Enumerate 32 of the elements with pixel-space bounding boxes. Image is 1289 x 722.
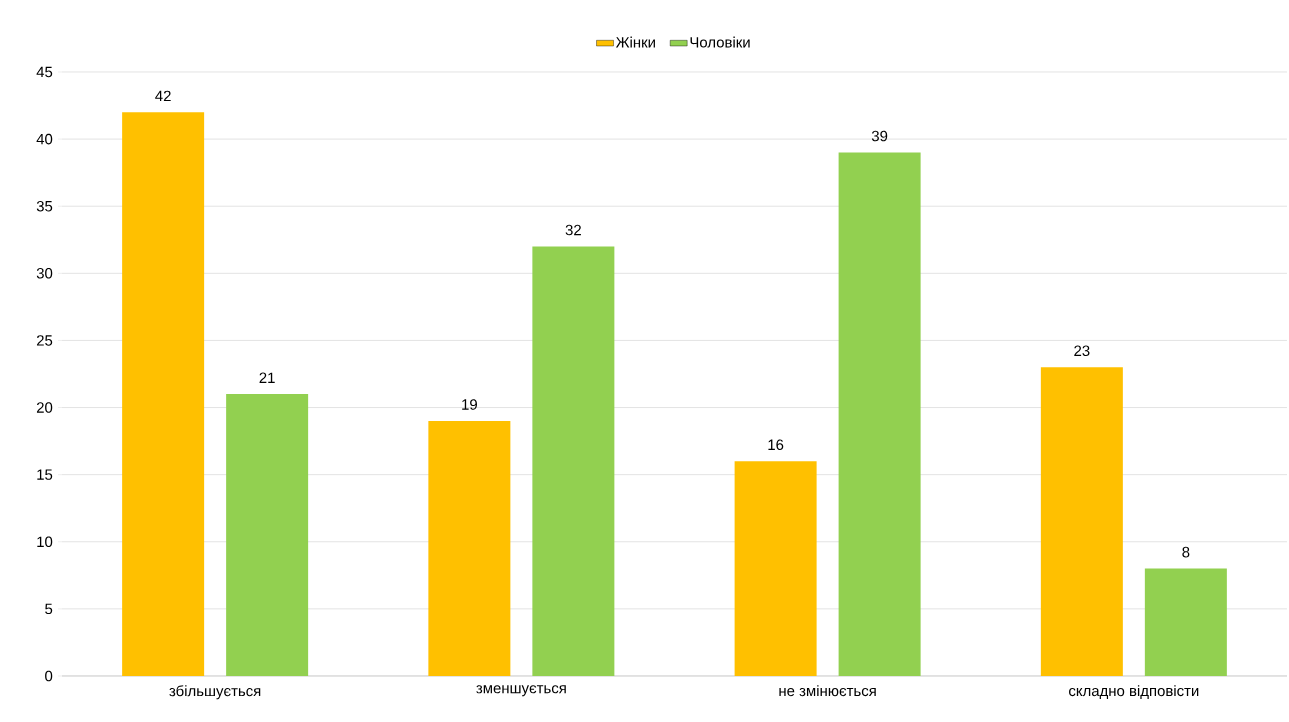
- y-tick-label: 20: [36, 402, 53, 413]
- data-label: 42: [155, 90, 171, 102]
- y-tick-label: 0: [45, 670, 53, 682]
- y-tick-label: 40: [36, 133, 53, 145]
- y-tick-label: 5: [45, 603, 53, 615]
- x-tick-label: складно відповісти: [1069, 685, 1199, 699]
- bar: [1144, 568, 1227, 676]
- data-label: 16: [768, 439, 784, 451]
- bar: [838, 152, 921, 676]
- legend-label: Чоловіки: [690, 36, 750, 48]
- y-tick-label: 30: [36, 268, 53, 279]
- data-label: 32: [565, 224, 581, 236]
- bar: [428, 420, 511, 676]
- x-tick-label: не змінюється: [779, 685, 876, 697]
- y-tick-label: 35: [36, 200, 53, 212]
- y-tick-label: 45: [36, 66, 53, 78]
- y-tick-label: 15: [37, 469, 53, 480]
- bar: [122, 112, 205, 676]
- data-label: 39: [871, 130, 888, 142]
- bar: [226, 394, 309, 676]
- bar: [1040, 367, 1123, 676]
- data-label: 8: [1182, 546, 1190, 558]
- y-tick-label: 10: [37, 536, 53, 548]
- y-tick-label: 25: [36, 335, 53, 346]
- x-tick-label: збільшується: [169, 685, 261, 700]
- x-tick-label: зменшується: [476, 685, 566, 697]
- data-label: 23: [1074, 345, 1090, 357]
- bar: [532, 246, 615, 676]
- legend-label: Жінки: [615, 36, 655, 48]
- data-label: 19: [462, 399, 477, 410]
- data-label: 21: [259, 372, 275, 383]
- bar: [734, 461, 817, 676]
